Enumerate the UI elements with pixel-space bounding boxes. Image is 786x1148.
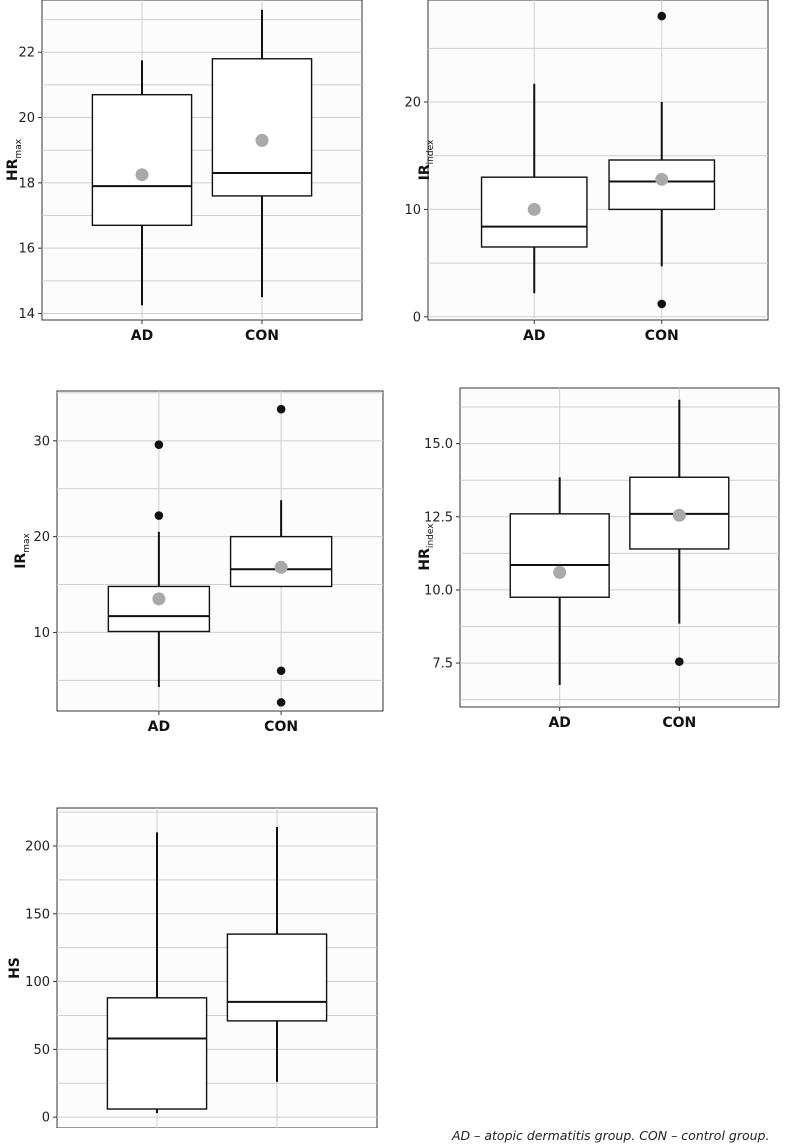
outlier-point (657, 299, 667, 309)
plot-area (459, 387, 780, 708)
mean-point (527, 202, 541, 216)
chart-panel-1: 14 16 18 20 22 AD CON HRmax (5, 0, 363, 344)
chart-panel-5: 050100150200ADCONHS (7, 807, 378, 1128)
y-axis-label: IRmax (13, 533, 32, 569)
y-tick-label: 100 (25, 975, 50, 990)
y-tick-label: 200 (25, 839, 50, 854)
y-tick-label: 20 (33, 530, 50, 545)
x-category-label: CON (662, 715, 696, 731)
x-category-label: AD (523, 328, 545, 344)
y-axis-label-sub: max (22, 533, 32, 553)
y-tick-label: 0 (413, 310, 421, 325)
x-category-label: CON (645, 328, 679, 344)
y-tick-label: 50 (33, 1043, 50, 1058)
chart-panel-4: 7.5 10.0 12.5 15.0 AD CON HRindex (417, 387, 780, 731)
y-tick-label: 12.5 (424, 510, 453, 525)
mean-point (553, 565, 567, 579)
outlier-point (154, 440, 164, 449)
y-axis-label-main: HS (7, 957, 23, 979)
mean-point (655, 172, 669, 186)
chart-panel-3: 10 20 30 AD CON IRmax (13, 390, 384, 735)
y-tick-label: 7.5 (432, 657, 453, 672)
y-tick-label: 16 (18, 242, 35, 257)
y-axis-label: HRindex (417, 523, 436, 571)
mean-point (152, 592, 166, 606)
y-axis-label-main: IR (417, 164, 433, 180)
mean-point (274, 560, 288, 574)
box-iqr (509, 513, 610, 598)
plot-area (56, 390, 384, 712)
outlier-point (657, 11, 667, 21)
plot-area (56, 807, 378, 1128)
y-axis-label-main: IR (13, 553, 29, 569)
y-axis-label-sub: index (426, 139, 436, 164)
box-iqr (226, 933, 328, 1022)
y-axis-label-sub: max (14, 138, 24, 158)
y-tick-label: 15.0 (424, 437, 453, 452)
y-tick-label: 14 (18, 307, 35, 322)
box-iqr (106, 997, 208, 1110)
x-category-label: AD (131, 328, 153, 344)
y-tick-label: 10.0 (424, 583, 453, 598)
y-axis-label: HS (7, 957, 23, 979)
box-iqr (91, 93, 193, 227)
figure-caption: AD – atopic dermatitis group. CON – cont… (452, 1128, 770, 1143)
outlier-point (276, 404, 286, 414)
mean-point (135, 168, 149, 182)
y-axis-label: HRmax (5, 138, 24, 181)
y-axis-label-main: HR (417, 548, 433, 571)
y-tick-label: 0 (42, 1111, 50, 1126)
outlier-point (675, 657, 684, 666)
y-tick-label: 20 (404, 96, 421, 111)
outlier-point (276, 698, 286, 707)
y-axis-label: IRindex (417, 139, 436, 180)
outlier-point (154, 511, 164, 520)
x-category-label: AD (548, 715, 570, 731)
y-axis-label-sub: index (426, 523, 436, 548)
box-iqr (211, 58, 313, 197)
mean-point (672, 508, 686, 522)
mean-point (255, 133, 269, 147)
y-tick-label: 20 (18, 111, 35, 126)
x-category-label: AD (148, 719, 170, 735)
x-category-label: CON (264, 719, 298, 735)
y-tick-label: 10 (33, 626, 50, 641)
y-tick-label: 18 (18, 176, 35, 191)
y-axis-label-main: HR (5, 158, 21, 181)
chart-panel-2: 0 10 20 AD CON IRindex (404, 0, 769, 344)
y-tick-label: 10 (404, 203, 421, 218)
x-category-label: CON (245, 328, 279, 344)
y-tick-label: 22 (18, 46, 35, 61)
plot-area (41, 0, 363, 321)
y-tick-label: 30 (33, 434, 50, 449)
y-tick-label: 150 (25, 907, 50, 922)
outlier-point (276, 666, 286, 676)
